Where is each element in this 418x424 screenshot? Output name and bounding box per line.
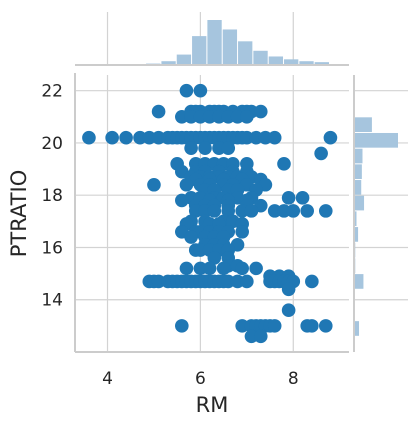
y-hist-bar [354,164,362,180]
x-hist-bar [207,20,222,65]
x-hist-bar [176,54,192,65]
scatter-point [314,146,328,161]
x-hist-bar [268,56,284,65]
scatter-point [318,204,333,218]
scatter-point [235,261,249,276]
x-tick-label: 4 [102,369,113,389]
scatter-point [147,177,161,192]
scatter-point [193,83,208,98]
scatter-point [82,130,96,145]
y-marginal-histogram [353,75,408,352]
y-tick-label: 22 [41,82,63,102]
x-marginal-histogram [75,12,349,66]
scatter-point [244,204,259,218]
y-axis-label: PTRATIO [7,170,31,258]
scatter-point [281,282,296,297]
scatter-point [235,224,249,239]
x-hist-bar [192,36,207,65]
scatter-point [267,319,282,333]
y-tick-label: 18 [41,186,63,206]
x-hist-bar [253,50,268,65]
x-hist-bar [238,41,253,65]
scatter-point [253,329,268,344]
scatter-point [179,83,194,98]
scatter-point [207,204,222,218]
scatter-point [277,157,291,171]
scatter-point [184,141,198,155]
scatter-point [202,261,217,276]
scatter-point [240,274,254,289]
scatter-point [286,204,301,218]
scatter-point [295,191,310,205]
x-hist-bar [284,59,299,65]
scatter-point [175,193,189,208]
scatter-point [207,251,222,265]
x-tick-label: 6 [195,369,206,389]
scatter-point [151,104,166,119]
scatter-point [240,110,254,124]
scatter-point [267,130,282,145]
scatter-point [281,303,296,317]
x-hist-bar [299,61,314,65]
scatter-point [323,130,338,145]
scatter-point [105,130,119,145]
scatter-point [119,130,133,145]
scatter-point [179,177,194,192]
y-tick-label: 16 [41,238,63,258]
axes [74,73,349,353]
scatter-point [281,191,296,205]
y-hist-bar [354,211,357,227]
x-hist-bar [161,61,176,65]
y-hist-bar [354,180,362,195]
y-hist-bar [354,117,372,132]
x-tick-label: 8 [288,369,299,389]
y-tick-label: 20 [41,134,63,154]
x-axis-label: RM [196,393,229,417]
x-hist-bar [222,29,238,65]
scatter-point [305,274,319,289]
scatter-point [221,141,236,155]
x-hist-bar [314,62,329,65]
y-hist-bar [354,227,359,242]
scatter-point [221,204,236,218]
tick-labels: 4 6 8 14 16 18 20 22 [41,82,298,389]
scatter-point [318,319,333,333]
scatter-point [216,261,231,276]
scatter-point [175,319,189,333]
y-tick-label: 14 [41,291,63,311]
scatter-point [300,204,315,218]
y-hist-bar [354,274,364,289]
scatter-point [184,230,198,244]
y-hist-bar [354,195,365,211]
scatter-points [82,83,338,344]
y-hist-bar [354,321,360,336]
y-hist-bar [354,148,363,164]
y-hist-bar [354,132,398,148]
scatter-point [179,261,194,276]
scatter-point [305,319,319,333]
scatter-point [249,261,263,276]
scatter-point [198,141,212,155]
scatter-point [253,104,268,119]
